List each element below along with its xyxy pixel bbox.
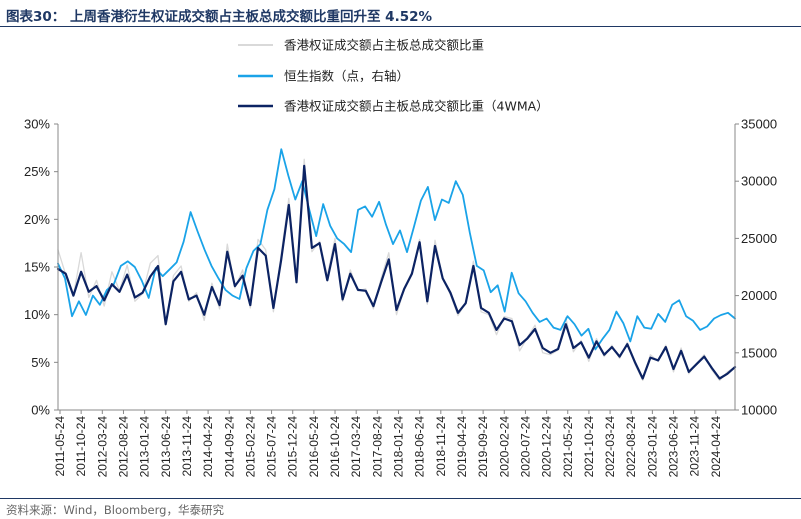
- x-tick-label: 2012-08-24: [116, 416, 130, 478]
- x-tick-label: 2013-06-24: [159, 416, 173, 478]
- x-tick-label: 2018-01-24: [392, 416, 406, 478]
- x-tick-label: 2018-06-24: [413, 416, 427, 478]
- x-tick-label: 2023-01-24: [645, 416, 659, 478]
- x-tick-label: 2019-09-24: [476, 416, 490, 478]
- legend-item-hsi: 恒生指数（点，右轴）: [238, 69, 409, 84]
- y-tick-label-left: 30%: [24, 117, 50, 132]
- x-tick-label: 2015-02-24: [243, 416, 257, 478]
- source-note: 资料来源：Wind，Bloomberg，华泰研究: [6, 503, 224, 517]
- legend-label: 恒生指数（点，右轴）: [284, 69, 409, 84]
- x-tick-label: 2011-10-24: [74, 416, 88, 477]
- x-tick-label: 2023-06-24: [667, 416, 681, 478]
- y-tick-label-right: 35000: [741, 117, 777, 132]
- axes: 0% 5% 10% 15% 20% 25% 30% 10000 15000 20000 25000 3…: [24, 117, 777, 478]
- x-tick-label: 2015-07-24: [265, 416, 279, 478]
- legend-item-ratio: 香港权证成交额占主板总成交额比重: [238, 38, 484, 53]
- series-line-hsi: [57, 148, 736, 351]
- x-tick-label: 2020-12-24: [540, 416, 554, 478]
- series-line-ratio-4wma: [56, 164, 737, 380]
- legend-label: 香港权证成交额占主板总成交额比重（4WMA）: [284, 99, 549, 114]
- x-tick-label: 2023-11-24: [688, 416, 702, 477]
- x-tick-label: 2018-11-24: [434, 416, 448, 477]
- x-tick-label: 2016-05-24: [307, 416, 321, 478]
- title-bar: 图表30： 上周香港衍生权证成交额占主板总成交额比重回升至 4.52%: [0, 0, 801, 27]
- y-tick-label-right: 20000: [741, 288, 777, 303]
- x-tick-label: 2021-05-24: [561, 416, 575, 478]
- x-tick-label: 2020-02-24: [497, 416, 511, 478]
- x-tick-label: 2011-05-24: [53, 416, 67, 477]
- x-tick-label: 2012-03-24: [95, 416, 109, 478]
- chart-title: 图表30： 上周香港衍生权证成交额占主板总成交额比重回升至 4.52%: [6, 9, 433, 25]
- x-tick-label: 2016-10-24: [328, 416, 342, 478]
- x-tick-label: 2013-01-24: [138, 416, 152, 478]
- x-tick-label: 2022-08-24: [624, 416, 638, 478]
- series-layer: [56, 148, 737, 382]
- x-tick-label: 2019-04-24: [455, 416, 469, 478]
- y-tick-label-right: 15000: [741, 345, 777, 360]
- y-tick-label-right: 25000: [741, 231, 777, 246]
- y-tick-label-left: 15%: [24, 260, 50, 275]
- x-tick-label: 2014-04-24: [201, 416, 215, 478]
- x-tick-label: 2014-09-24: [222, 416, 236, 478]
- legend-label: 香港权证成交额占主板总成交额比重: [284, 38, 484, 53]
- x-tick-label: 2024-04-24: [709, 416, 723, 478]
- x-tick-label: 2015-12-24: [286, 416, 300, 478]
- x-tick-label: 2020-07-24: [518, 416, 532, 478]
- source-bar: 资料来源：Wind，Bloomberg，华泰研究: [0, 498, 801, 519]
- legend-item-ratio-4wma: 香港权证成交额占主板总成交额比重（4WMA）: [238, 99, 549, 114]
- x-tick-label: 2022-03-24: [603, 416, 617, 478]
- x-tick-label: 2017-03-24: [349, 416, 363, 478]
- y-tick-label-left: 0%: [31, 403, 50, 418]
- x-tick-label: 2017-08-24: [370, 416, 384, 478]
- y-tick-label-right: 30000: [741, 174, 777, 189]
- y-tick-label-left: 25%: [24, 164, 50, 179]
- y-tick-label-left: 20%: [24, 212, 50, 227]
- x-tick-label: 2021-10-24: [582, 416, 596, 478]
- x-tick-label: 2013-11-24: [180, 416, 194, 477]
- y-tick-label-left: 10%: [24, 307, 50, 322]
- y-tick-label-right: 10000: [741, 403, 777, 418]
- y-tick-label-left: 5%: [31, 355, 50, 370]
